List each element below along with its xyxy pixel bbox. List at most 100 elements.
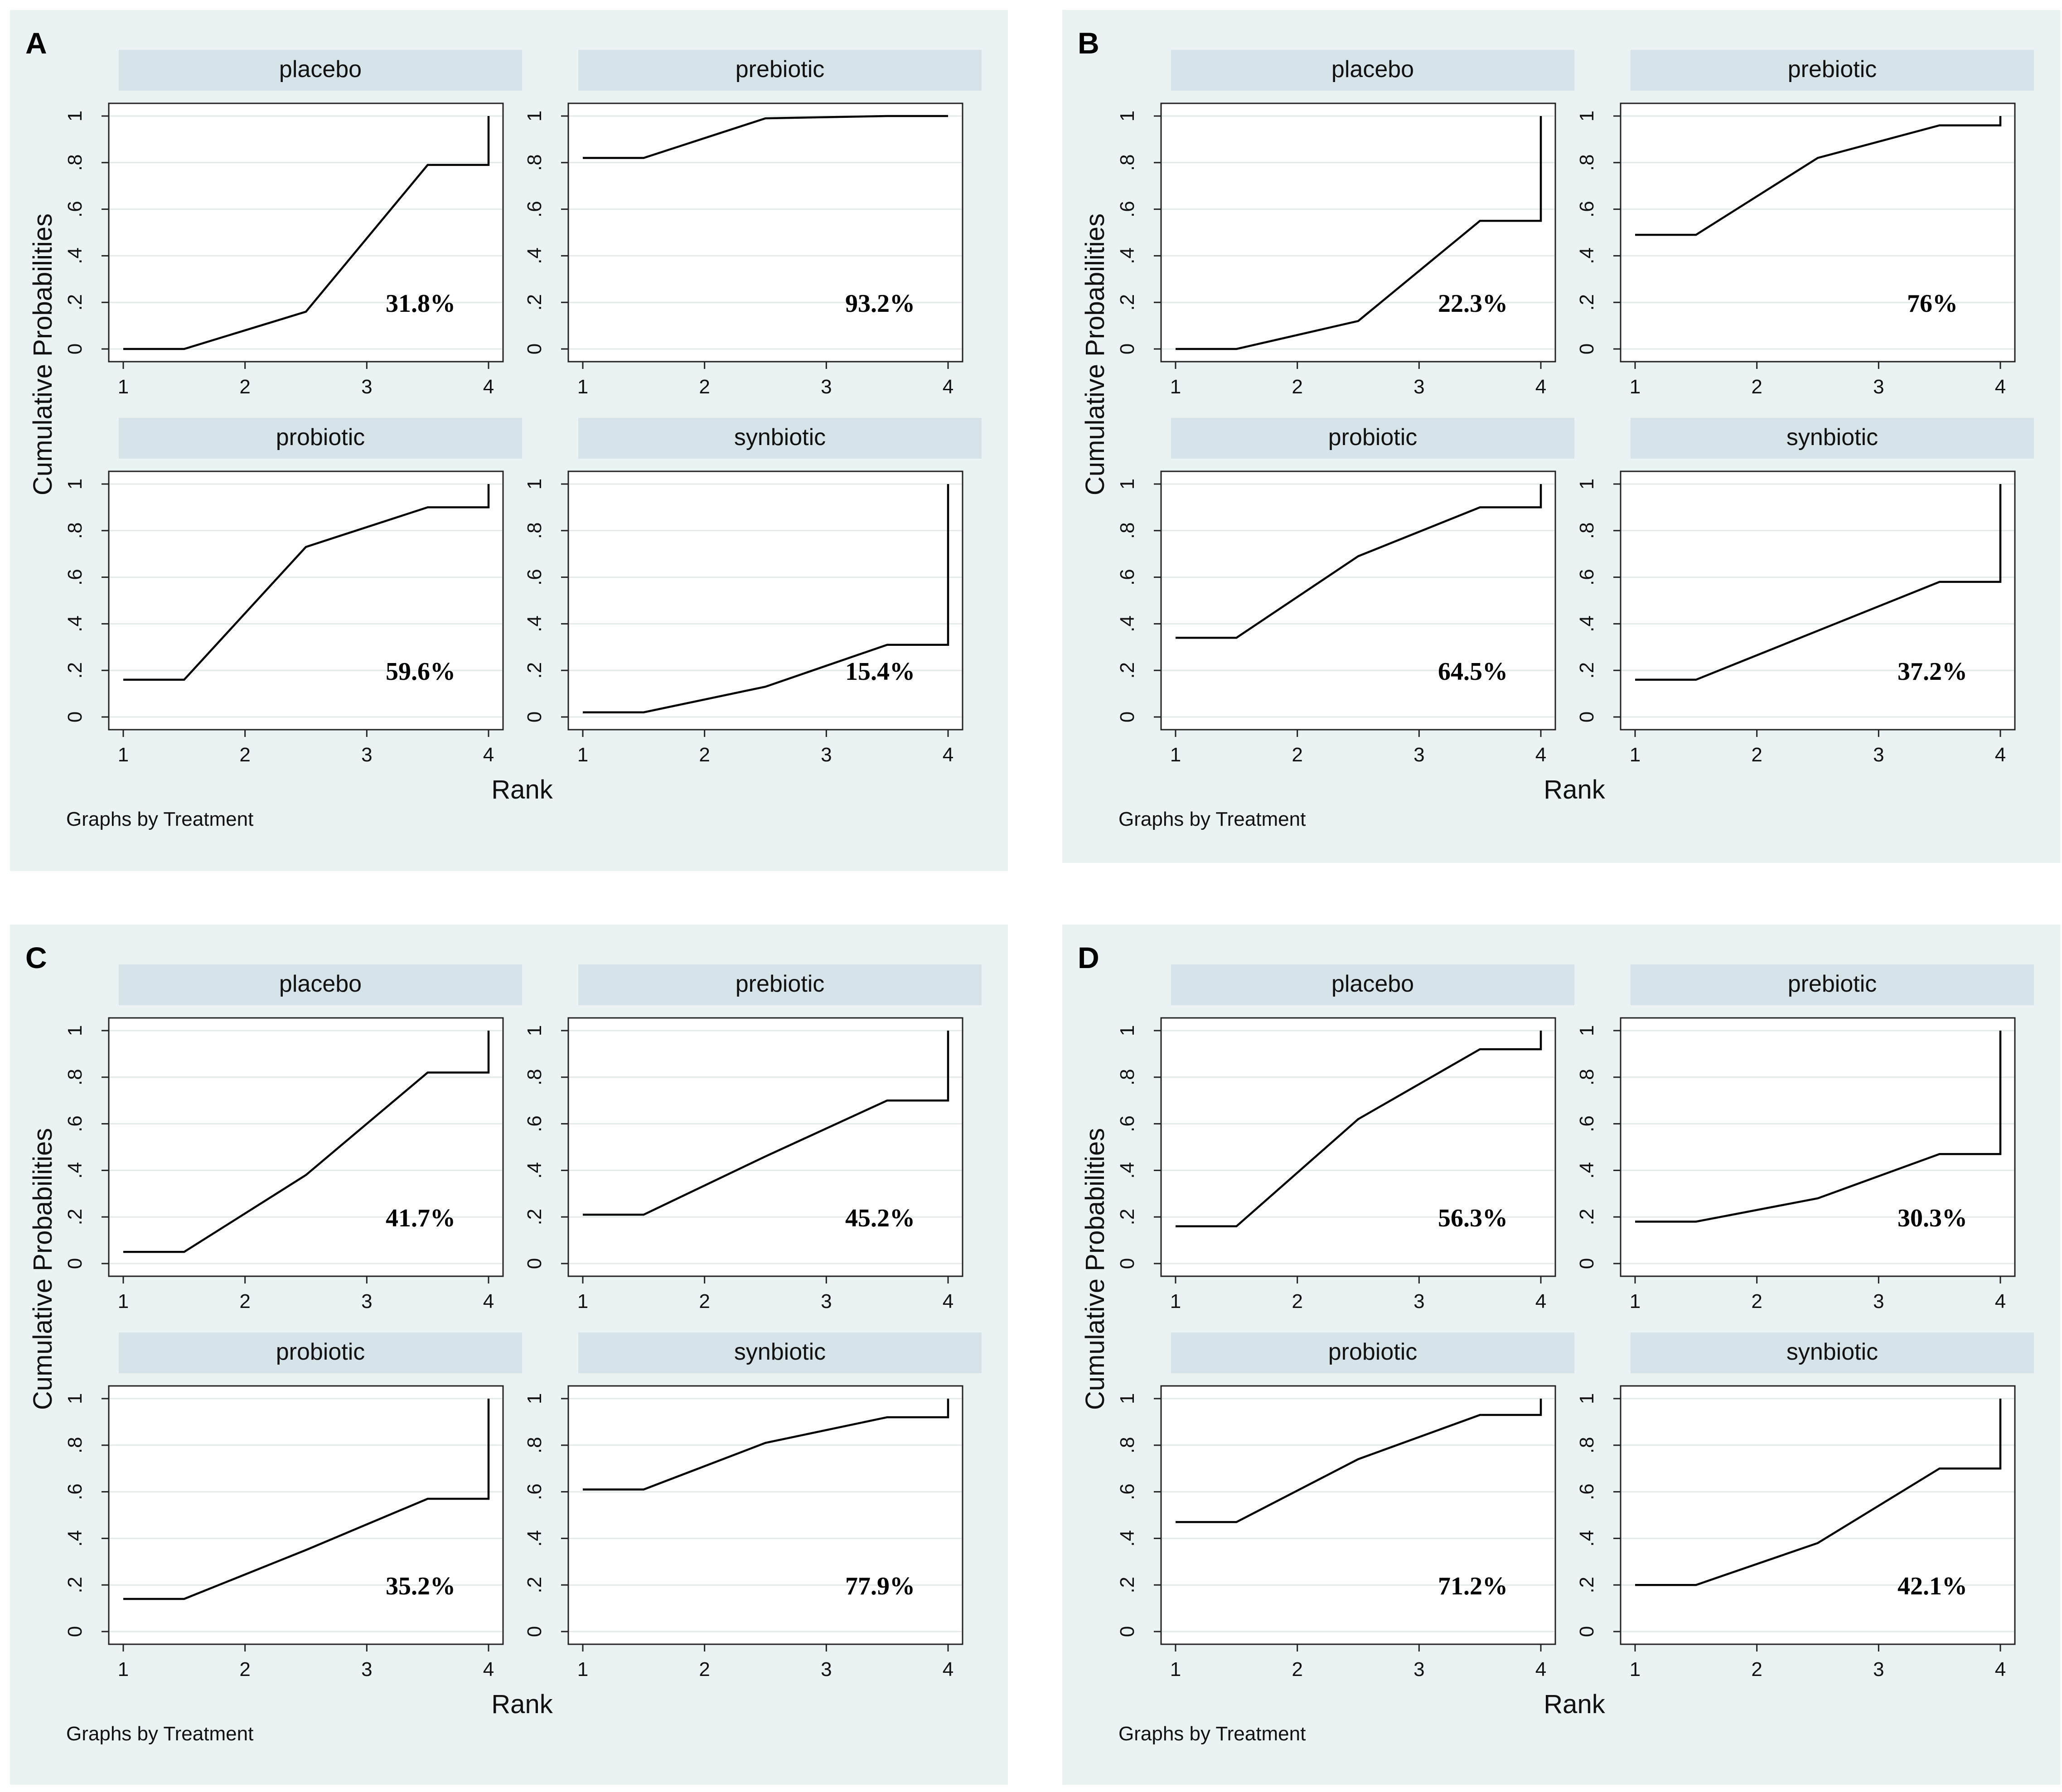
x-tick-label: 1	[577, 1290, 588, 1313]
panel-b: B Cumulative Probabilities Rank Graphs by T…	[1062, 10, 2060, 863]
plot-area	[1160, 470, 1556, 731]
sucra-annotation: 37.2%	[1897, 658, 1967, 686]
y-tick-label: .2	[523, 1577, 546, 1593]
subplot-placebo: placebo 0 .2 .4 .6 .8 1 1 2 3 4 56.3%	[1116, 964, 1574, 1313]
subplot-probiotic: probiotic 0 .2 .4 .6 .8 1 1 2 3 4 35.2%	[64, 1332, 522, 1681]
y-tick-label: .4	[64, 1162, 86, 1179]
x-tick-label: 3	[1413, 1658, 1424, 1681]
y-tick-label: 0	[523, 1626, 546, 1637]
subplot-probiotic: probiotic 0 .2 .4 .6 .8 1 1 2 3 4 59.6%	[64, 418, 522, 766]
x-tick-label: 1	[1630, 1290, 1641, 1313]
subplot-title: placebo	[1331, 971, 1414, 997]
subplot-synbiotic: synbiotic 0 .2 .4 .6 .8 1 1 2 3 4 42.1%	[1576, 1332, 2034, 1681]
y-tick-label: 1	[64, 1393, 86, 1404]
graphs-by-note: Graphs by Treatment	[1118, 808, 1306, 830]
x-tick-label: 3	[361, 1290, 372, 1313]
sucra-annotation: 77.9%	[845, 1572, 915, 1600]
plot-area	[567, 470, 963, 731]
y-tick-label: .8	[64, 522, 86, 539]
cumulative-rank-line	[123, 484, 490, 681]
x-axis-title: Rank	[1544, 775, 1605, 804]
y-tick-label: .8	[1116, 1069, 1138, 1085]
graphs-by-note: Graphs by Treatment	[66, 808, 253, 830]
y-tick-label: .2	[1116, 1577, 1138, 1593]
x-tick-label: 4	[1535, 376, 1546, 398]
subplot-title-strip	[578, 50, 982, 91]
y-tick-label: .2	[64, 1577, 86, 1593]
subplot-prebiotic: prebiotic 0 .2 .4 .6 .8 1 1 2 3 4 45.2%	[523, 964, 982, 1313]
subplot-title: synbiotic	[1786, 1339, 1878, 1365]
y-tick-label: .8	[1116, 154, 1138, 171]
plot-area	[1160, 102, 1556, 363]
subplot-synbiotic: synbiotic 0 .2 .4 .6 .8 1 1 2 3 4 77.9%	[523, 1332, 982, 1681]
x-tick-label: 2	[1751, 376, 1762, 398]
x-axis-title: Rank	[491, 1690, 553, 1719]
plot-area	[1620, 102, 2016, 363]
x-tick-label: 4	[1535, 1290, 1546, 1313]
y-tick-label: 1	[1576, 479, 1598, 489]
y-tick-label: .6	[64, 1483, 86, 1500]
x-tick-label: 4	[1995, 1290, 2006, 1313]
sucra-annotation: 93.2%	[845, 290, 915, 318]
y-tick-label: .2	[1576, 1209, 1598, 1225]
x-tick-label: 2	[699, 744, 710, 766]
y-tick-label: .4	[523, 615, 546, 632]
cumulative-rank-line	[123, 116, 490, 350]
y-tick-label: .6	[523, 1483, 546, 1500]
x-tick-label: 2	[699, 1658, 710, 1681]
x-tick-label: 4	[1535, 744, 1546, 766]
x-tick-label: 4	[1535, 1658, 1546, 1681]
subplot-title-strip	[1171, 418, 1574, 459]
y-axis-title: Cumulative Probabilities	[1080, 1128, 1110, 1410]
y-tick-label: 1	[64, 479, 86, 489]
y-tick-label: .2	[523, 662, 546, 679]
y-tick-label: 0	[1576, 712, 1598, 722]
panel-c: C Cumulative Probabilities Rank Graphs by T…	[10, 925, 1008, 1785]
y-tick-label: .6	[1116, 201, 1138, 218]
y-axis-title: Cumulative Probabilities	[1080, 213, 1110, 495]
subplot-title-strip	[1631, 418, 2034, 459]
subplot-title: prebiotic	[736, 971, 825, 997]
x-tick-label: 4	[1995, 1658, 2006, 1681]
subplot-title: prebiotic	[1788, 971, 1877, 997]
y-tick-label: .2	[1576, 294, 1598, 311]
y-tick-label: .8	[523, 522, 546, 539]
subplot-probiotic: probiotic 0 .2 .4 .6 .8 1 1 2 3 4 64.5%	[1116, 418, 1574, 766]
plot-area	[108, 1017, 504, 1277]
panel-a: A Cumulative Probabilities Rank Graphs by T…	[10, 10, 1008, 871]
y-tick-label: 1	[64, 1025, 86, 1036]
subplot-title: placebo	[279, 56, 362, 82]
y-tick-label: .6	[1116, 1483, 1138, 1500]
y-tick-label: 1	[1576, 1025, 1598, 1036]
y-tick-label: .8	[1576, 154, 1598, 171]
plot-area	[1620, 470, 2016, 731]
y-tick-label: .8	[64, 154, 86, 171]
sucra-annotation: 64.5%	[1438, 658, 1508, 686]
panel-letter: A	[25, 26, 47, 60]
cumulative-rank-line	[583, 1031, 949, 1216]
subplot-title: placebo	[279, 971, 362, 997]
x-tick-label: 1	[1170, 1290, 1181, 1313]
plot-area	[567, 1385, 963, 1645]
x-tick-label: 3	[821, 744, 832, 766]
graphs-by-note: Graphs by Treatment	[66, 1723, 253, 1745]
graphs-by-note: Graphs by Treatment	[1118, 1723, 1306, 1745]
plot-area	[567, 102, 963, 363]
x-tick-label: 4	[943, 376, 954, 398]
y-tick-label: .4	[523, 1530, 546, 1547]
x-tick-label: 3	[1413, 744, 1424, 766]
x-tick-label: 1	[1630, 376, 1641, 398]
cumulative-rank-line	[1176, 116, 1542, 350]
sucra-annotation: 71.2%	[1438, 1572, 1508, 1600]
subplot-title: synbiotic	[734, 1339, 826, 1365]
x-tick-label: 4	[943, 1290, 954, 1313]
plot-area	[1160, 1017, 1556, 1277]
subplot-probiotic: probiotic 0 .2 .4 .6 .8 1 1 2 3 4 71.2%	[1116, 1332, 1574, 1681]
y-tick-label: .8	[1576, 1437, 1598, 1453]
x-tick-label: 2	[1751, 1658, 1762, 1681]
y-tick-label: 0	[1116, 712, 1138, 722]
subplot-title-strip	[578, 964, 982, 1005]
subplot-title: probiotic	[1328, 424, 1418, 450]
y-tick-label: .2	[1576, 662, 1598, 679]
y-axis-title: Cumulative Probabilities	[28, 1128, 58, 1410]
